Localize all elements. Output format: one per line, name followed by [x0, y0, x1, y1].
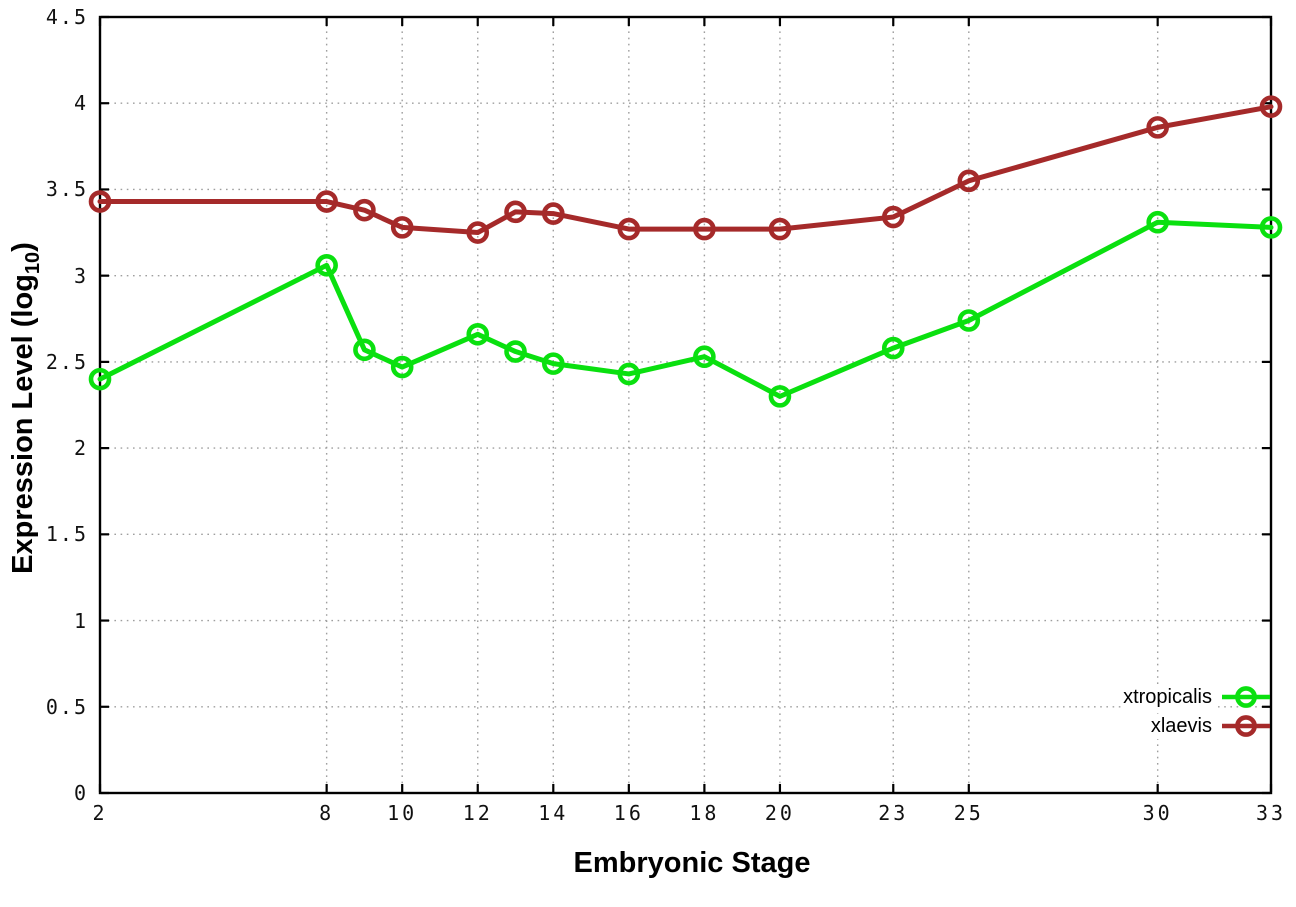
legend: xtropicalis xlaevis	[1121, 684, 1270, 739]
data-point-xlaevis	[541, 202, 565, 225]
series-line-xtropicalis	[97, 219, 1274, 399]
data-point-xlaevis	[1259, 95, 1283, 118]
series-line-xlaevis	[97, 104, 1274, 236]
data-point-xtropicalis	[504, 340, 527, 363]
data-point-xtropicalis	[768, 385, 792, 408]
legend-marker-xlaevis-icon	[1222, 715, 1270, 737]
legend-row-xlaevis: xlaevis	[1148, 713, 1270, 739]
data-point-xlaevis	[88, 190, 112, 213]
x-tick-label: 2	[92, 801, 108, 825]
x-tick-label: 18	[689, 801, 720, 825]
data-point-xtropicalis	[88, 367, 112, 391]
y-tick-label: 3.5	[45, 177, 88, 202]
data-point-xtropicalis	[541, 352, 565, 375]
x-axis-title: Embryonic Stage	[573, 847, 811, 879]
data-point-xlaevis	[693, 217, 716, 241]
y-axis-title-text: Expression Level (log	[7, 274, 40, 574]
x-tick-label: 20	[764, 801, 795, 825]
data-point-xlaevis	[617, 217, 641, 241]
legend-row-xtropicalis: xtropicalis	[1121, 684, 1270, 710]
data-point-xlaevis	[390, 216, 414, 239]
data-point-xlaevis	[881, 205, 905, 229]
y-tick-label: 0	[73, 781, 88, 805]
x-tick-label: 8	[319, 801, 335, 825]
x-tick-label: 10	[387, 801, 418, 825]
data-point-xtropicalis	[881, 336, 905, 360]
data-point-xlaevis	[353, 198, 376, 222]
data-point-xtropicalis	[1146, 210, 1169, 234]
data-point-xlaevis	[504, 200, 527, 224]
data-point-xtropicalis	[957, 309, 981, 332]
y-axis-title-close: )	[7, 242, 40, 252]
y-tick-label: 0.5	[45, 694, 88, 719]
y-tick-label: 2	[73, 436, 88, 461]
data-point-xtropicalis	[617, 362, 641, 386]
data-point-xtropicalis	[693, 345, 716, 369]
x-tick-label: 14	[538, 801, 569, 825]
data-point-xtropicalis	[466, 322, 490, 346]
y-tick-label: 1	[73, 608, 88, 633]
y-tick-label: 1.5	[45, 522, 88, 547]
x-tick-label: 23	[878, 801, 909, 825]
data-point-xlaevis	[768, 217, 792, 241]
x-tick-label: 16	[613, 801, 644, 825]
x-tick-label: 12	[462, 801, 493, 825]
data-point-xlaevis	[315, 190, 338, 213]
data-point-xtropicalis	[353, 338, 376, 362]
y-tick-label: 2.5	[45, 349, 88, 374]
y-axis-title: Expression Level (log10)	[7, 242, 45, 574]
y-tick-label: 3	[73, 263, 88, 288]
y-tick-label: 4	[73, 91, 88, 116]
y-axis-title-subscript: 10	[21, 251, 44, 275]
x-tick-label: 33	[1255, 801, 1287, 825]
data-point-xtropicalis	[390, 355, 414, 379]
data-point-xtropicalis	[1259, 216, 1283, 239]
data-point-xlaevis	[1146, 116, 1169, 139]
x-tick-label: 25	[953, 801, 984, 825]
data-point-xtropicalis	[315, 254, 338, 277]
legend-label-xlaevis: xlaevis	[1148, 713, 1214, 739]
legend-marker-xtropicalis-icon	[1222, 686, 1270, 708]
legend-label-xtropicalis: xtropicalis	[1121, 684, 1214, 710]
data-point-xlaevis	[466, 221, 490, 244]
x-tick-label: 30	[1142, 801, 1173, 825]
plot-border	[98, 15, 1273, 795]
y-tick-label: 4.5	[45, 5, 88, 29]
data-point-xlaevis	[957, 169, 981, 193]
